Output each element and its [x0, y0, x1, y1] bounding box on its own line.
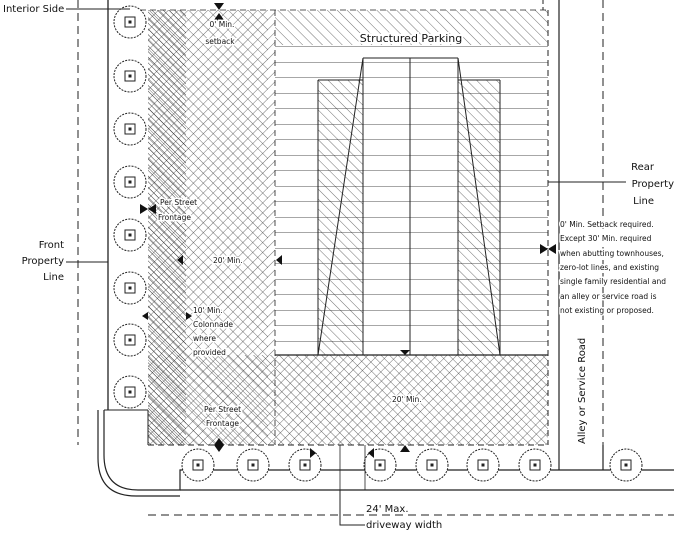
tree-icon — [113, 375, 147, 409]
label-front-property-1: Front — [39, 240, 64, 251]
label-min20-bottom: 20' Min. — [392, 395, 422, 404]
tree-icon — [609, 448, 643, 482]
label-front-property-3: Line — [43, 272, 64, 283]
dimension-markers — [140, 3, 556, 458]
label-rear-property-3: Line — [633, 196, 654, 207]
bottom-setback-zone — [148, 355, 548, 445]
tree-icon — [113, 5, 147, 39]
tree-icon — [113, 165, 147, 199]
label-setback-top-2: setback — [205, 37, 235, 46]
tree-icon — [113, 59, 147, 93]
label-min20-left: 20' Min. — [213, 256, 243, 265]
label-colonnade-4: provided — [193, 348, 226, 357]
tree-row-left — [113, 5, 147, 409]
label-colonnade-2: Colonnade — [193, 320, 233, 329]
tree-icon — [113, 271, 147, 305]
label-structured-parking: Structured Parking — [360, 32, 462, 45]
tree-icon — [288, 448, 322, 482]
rear-note-line-5: single family residential and — [560, 277, 666, 286]
tree-icon — [518, 448, 552, 482]
label-setback-top-1: 0' Min. — [210, 20, 235, 29]
tree-icon — [113, 323, 147, 357]
rear-note-line-7: not existing or proposed. — [560, 306, 654, 315]
rear-note-line-2: Except 30' Min. required — [560, 234, 652, 243]
label-interior-side: Interior Side — [3, 4, 64, 15]
rear-note-line-1: 0' Min. Setback required. — [560, 220, 654, 229]
tree-icon — [363, 448, 397, 482]
parking-ramp-right — [458, 80, 500, 355]
tree-icon — [113, 112, 147, 146]
label-street-frontage-bottom-1: Per Street — [204, 405, 241, 414]
label-colonnade-3: where — [193, 334, 216, 343]
rear-note-line-3: when abutting townhouses, — [560, 249, 664, 258]
label-driveway-1: 24' Max. — [366, 504, 409, 515]
rear-note-line-6: an alley or service road is — [560, 292, 657, 301]
tree-icon — [236, 448, 270, 482]
label-alley: Alley or Service Road — [577, 338, 588, 444]
label-front-property-2: Property — [22, 256, 64, 267]
label-rear-property-2: Property — [632, 179, 674, 190]
label-street-frontage-left-1: Per Street — [160, 198, 197, 207]
label-colonnade-1: 10' Min. — [193, 306, 223, 315]
tree-icon — [415, 448, 449, 482]
label-driveway-2: driveway width — [366, 520, 442, 531]
rear-setback-note: 0' Min. Setback required. Except 30' Min… — [559, 219, 668, 317]
tree-icon — [113, 218, 147, 252]
tree-row-bottom — [181, 448, 643, 482]
rear-note-line-4: zero-lot lines, and existing — [560, 263, 659, 272]
parking-ramp-left — [318, 80, 363, 355]
label-rear-property-1: Rear — [631, 162, 655, 173]
parking-stalls — [275, 45, 548, 355]
label-street-frontage-left-2: Frontage — [158, 213, 191, 222]
tree-icon — [466, 448, 500, 482]
label-street-frontage-bottom-2: Frontage — [206, 419, 239, 428]
tree-icon — [181, 448, 215, 482]
parking-top-band — [275, 10, 548, 45]
